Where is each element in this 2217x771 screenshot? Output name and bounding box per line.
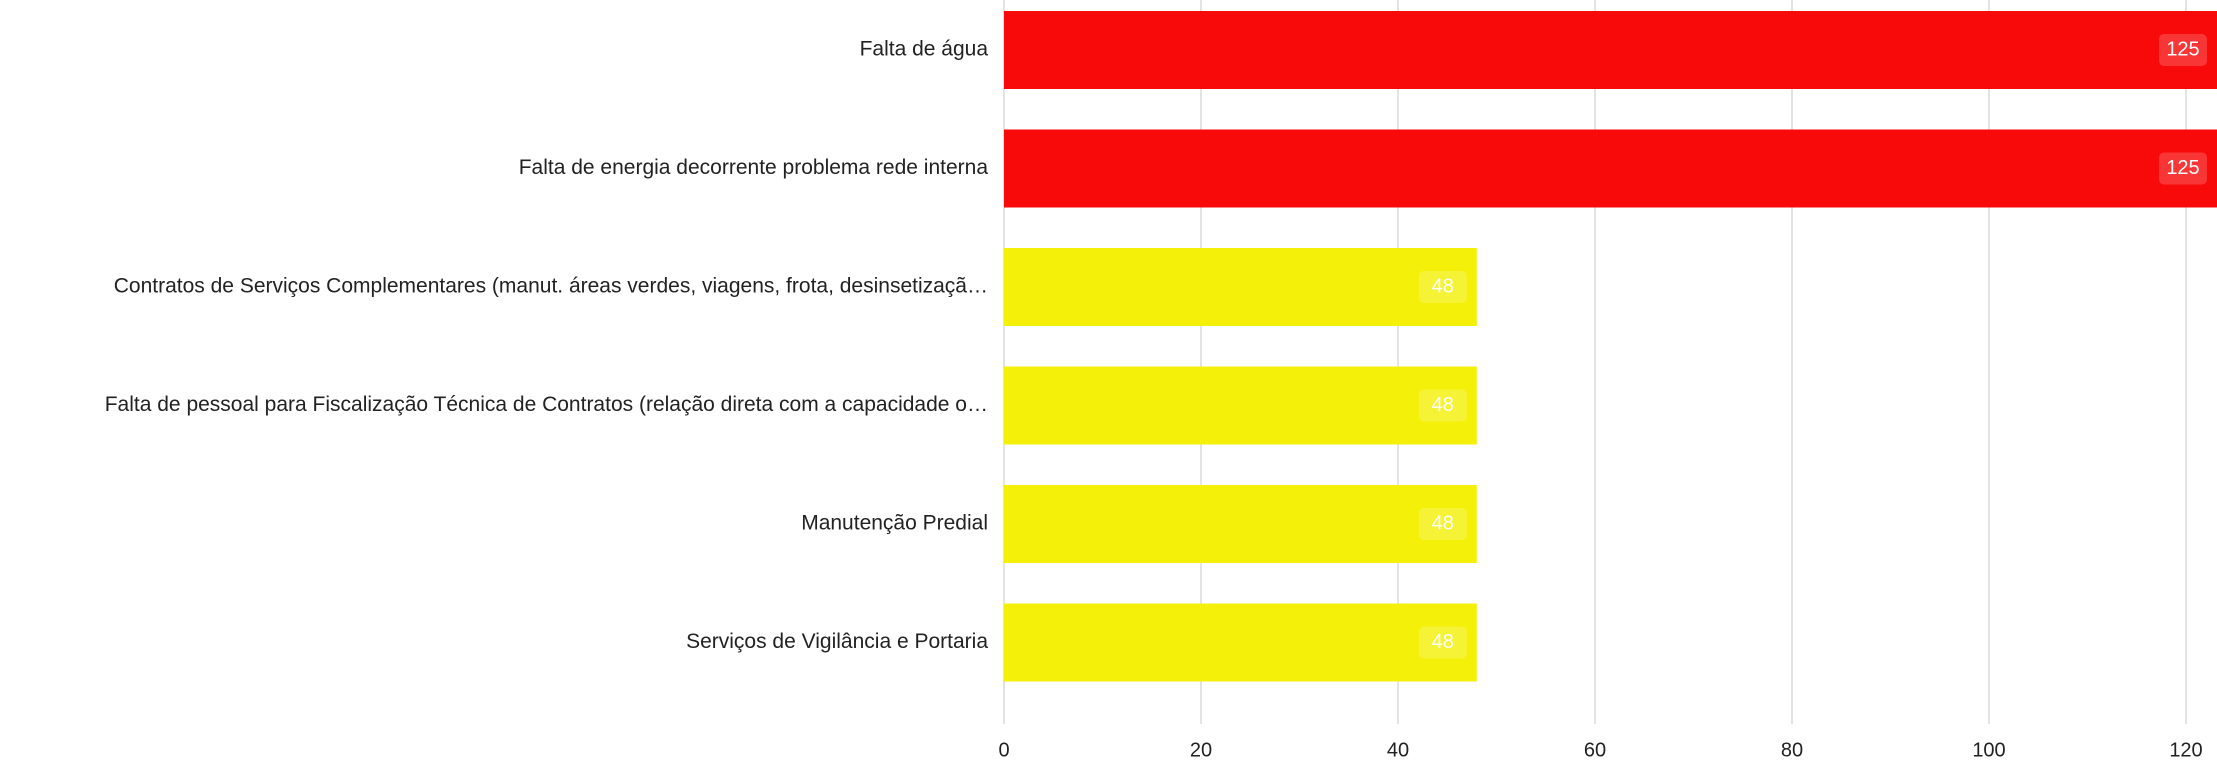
x-tick-label: 40 [1387, 739, 1409, 761]
category-label: Falta de energia decorrente problema red… [519, 156, 989, 179]
x-tick-label: 120 [2169, 739, 2202, 761]
value-label: 125 [2166, 38, 2199, 60]
value-label: 48 [1432, 512, 1454, 534]
category-label: Falta de pessoal para Fiscalização Técni… [105, 393, 988, 416]
category-label: Falta de água [860, 38, 989, 61]
bar [1004, 129, 2217, 208]
x-tick-label: 80 [1781, 739, 1803, 761]
bar [1004, 603, 1477, 682]
value-label: 48 [1432, 275, 1454, 297]
value-label-badge [1418, 508, 1467, 540]
value-label: 48 [1432, 631, 1454, 653]
value-label-badge [1418, 389, 1467, 422]
category-label: Serviços de Vigilância e Portaria [686, 630, 988, 653]
value-label: 125 [2166, 157, 2199, 179]
value-label-badge [2159, 152, 2207, 185]
bar [1004, 485, 1477, 563]
value-label-badge [1418, 626, 1467, 659]
category-label: Contratos de Serviços Complementares (ma… [114, 275, 988, 298]
bar [1004, 248, 1477, 326]
value-label-badge [1418, 271, 1467, 303]
x-tick-label: 20 [1190, 739, 1212, 761]
value-label-badge [2159, 34, 2207, 66]
bar [1004, 366, 1477, 445]
value-label: 48 [1432, 394, 1454, 416]
bar [1004, 11, 2217, 89]
x-tick-label: 0 [998, 739, 1009, 761]
x-tick-label: 100 [1972, 739, 2005, 761]
x-tick-label: 60 [1584, 739, 1606, 761]
category-label: Manutenção Predial [801, 512, 988, 535]
